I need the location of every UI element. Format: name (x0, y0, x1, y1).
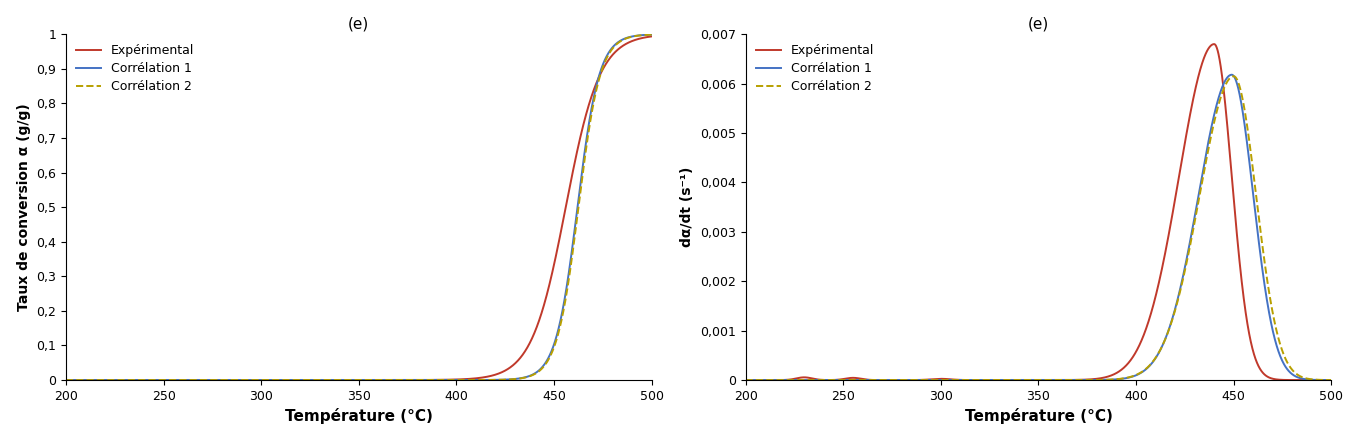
Corrélation 2 (1016, 377, 1032, 383)
Corrélation 1 (1306, 377, 1322, 382)
Corrélation 1 (1016, 377, 1032, 383)
Corrélation 2 (1276, 353, 1292, 359)
Corrélation 1 (309, 377, 325, 383)
Corrélation 2 (596, 60, 612, 66)
Corrélation 1 (989, 377, 1005, 383)
Corrélation 2 (1163, 321, 1179, 326)
Corrélation 1 (626, 34, 642, 39)
Line: Corrélation 1: Corrélation 1 (65, 34, 651, 380)
Corrélation 1 (643, 32, 660, 37)
Corrélation 1 (336, 377, 352, 383)
Expérimental (737, 377, 753, 383)
Line: Expérimental: Expérimental (65, 37, 651, 380)
Corrélation 2 (737, 377, 753, 383)
Expérimental (596, 64, 612, 69)
Expérimental (983, 377, 1000, 383)
Corrélation 1 (483, 377, 499, 383)
Corrélation 2 (989, 377, 1005, 383)
Corrélation 2 (483, 377, 499, 383)
Expérimental (57, 377, 73, 383)
Corrélation 2 (303, 377, 320, 383)
Legend: Expérimental, Corrélation 1, Corrélation 2: Expérimental, Corrélation 1, Corrélation… (72, 41, 199, 97)
Corrélation 2 (626, 34, 642, 39)
Expérimental (989, 377, 1005, 383)
Expérimental (336, 377, 352, 383)
Y-axis label: dα/dt (s⁻¹): dα/dt (s⁻¹) (680, 167, 695, 247)
Y-axis label: Taux de conversion α (g/g): Taux de conversion α (g/g) (16, 103, 31, 311)
Corrélation 1 (57, 377, 73, 383)
Expérimental (483, 373, 499, 378)
Expérimental (626, 38, 642, 43)
Corrélation 1 (1323, 377, 1340, 383)
Corrélation 2 (1225, 74, 1242, 79)
Expérimental (303, 377, 320, 383)
Corrélation 1 (1163, 320, 1179, 325)
Corrélation 2 (309, 377, 325, 383)
Corrélation 1 (303, 377, 320, 383)
Corrélation 2 (336, 377, 352, 383)
Expérimental (1016, 377, 1032, 383)
Line: Corrélation 2: Corrélation 2 (65, 35, 651, 380)
Expérimental (309, 377, 325, 383)
Corrélation 1 (596, 58, 612, 64)
Line: Corrélation 2: Corrélation 2 (745, 76, 1331, 380)
Corrélation 1 (1224, 72, 1240, 77)
Expérimental (1323, 377, 1340, 383)
Expérimental (643, 34, 660, 39)
Line: Expérimental: Expérimental (745, 44, 1331, 380)
Corrélation 2 (1323, 377, 1340, 383)
X-axis label: Température (°C): Température (°C) (964, 408, 1112, 424)
Corrélation 2 (643, 32, 660, 37)
Title: (e): (e) (1028, 17, 1049, 32)
Corrélation 2 (57, 377, 73, 383)
Corrélation 2 (1306, 377, 1322, 382)
Legend: Expérimental, Corrélation 1, Corrélation 2: Expérimental, Corrélation 1, Corrélation… (752, 41, 877, 97)
Corrélation 2 (983, 377, 1000, 383)
Corrélation 1 (737, 377, 753, 383)
Expérimental (1206, 41, 1223, 47)
Corrélation 1 (1276, 362, 1292, 367)
Line: Corrélation 1: Corrélation 1 (745, 75, 1331, 380)
Expérimental (1276, 377, 1292, 383)
Title: (e): (e) (348, 17, 370, 32)
Expérimental (1306, 377, 1322, 383)
Corrélation 1 (983, 377, 1000, 383)
X-axis label: Température (°C): Température (°C) (284, 408, 432, 424)
Expérimental (1163, 219, 1179, 224)
